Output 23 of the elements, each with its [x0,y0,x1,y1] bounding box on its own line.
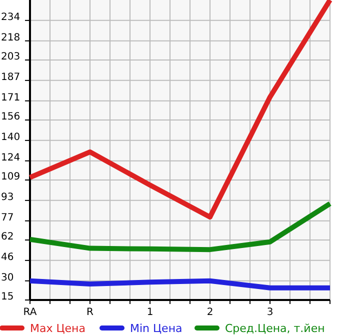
y-tick-label: 156 [1,112,20,123]
y-tick-label: 93 [1,192,14,204]
y-tick-label: 218 [1,32,20,44]
x-tick-label: 2 [206,307,214,318]
y-tick-label: 203 [1,52,20,63]
y-tick-label: 187 [1,72,20,84]
x-tick-label: R [86,307,94,318]
y-tick-label: 30 [1,272,14,284]
x-tick-label: 1 [146,307,154,318]
y-tick-label: 140 [1,132,20,144]
legend-label: Сред.Цена, т.йен [225,322,325,335]
y-tick-label: 234 [1,12,20,24]
legend-label: Max Цена [30,322,86,335]
y-tick-label: 15 [1,292,14,303]
y-tick-label: 124 [1,152,20,164]
legend-label: Min Цена [130,322,182,335]
y-tick-label: 62 [1,232,14,243]
x-tick-label: RA [23,307,37,318]
y-tick-label: 171 [1,92,20,104]
y-tick-label: 77 [1,212,14,224]
y-tick-label: 46 [1,252,14,264]
x-tick-label: 3 [266,307,274,318]
y-tick-label: 109 [1,172,20,183]
